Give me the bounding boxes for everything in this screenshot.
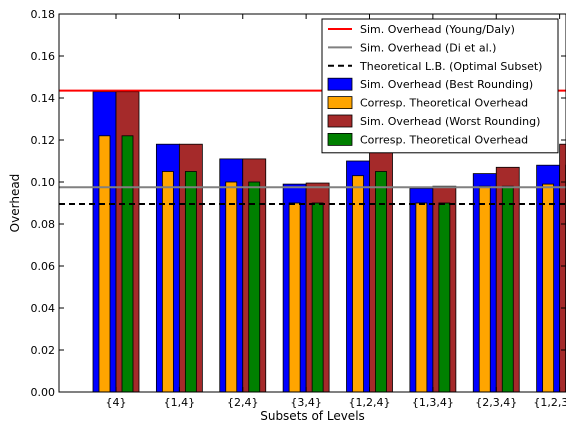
bar-2-5 xyxy=(415,202,428,393)
bar-3-7 xyxy=(559,143,566,393)
legend-label-2: Theoretical L.B. (Optimal Subset) xyxy=(359,60,542,73)
legend-label-4: Corresp. Theoretical Overhead xyxy=(360,97,528,110)
legend-swatch-4 xyxy=(327,96,353,109)
y-tick-label-7: 0.14 xyxy=(31,92,56,105)
legend-swatch-6 xyxy=(327,132,353,146)
bar-2-4 xyxy=(352,175,364,393)
plot-frame xyxy=(58,13,566,393)
y-tick-label-0: 0.00 xyxy=(31,386,56,399)
x-tick-label-2: {2,4} xyxy=(227,396,259,409)
x-tick-label-7: {1,2,3,4} xyxy=(533,396,566,409)
bar-2-7 xyxy=(542,183,555,393)
y-tick-label-1: 0.02 xyxy=(31,344,56,357)
x-tick-label-0: {4} xyxy=(106,396,127,409)
bar-group xyxy=(92,91,566,393)
bar-4-5 xyxy=(438,202,451,393)
x-tick-label-4: {1,2,4} xyxy=(349,396,391,409)
legend-swatch-5 xyxy=(327,114,353,128)
legend-label-0: Sim. Overhead (Young/Daly) xyxy=(360,23,515,36)
x-tick-label-3: {3,4} xyxy=(290,396,322,409)
legend-box xyxy=(321,18,559,154)
y-tick-label-4: 0.08 xyxy=(31,218,56,231)
y-tick-label-9: 0.18 xyxy=(31,8,56,21)
y-tick-label-5: 0.10 xyxy=(31,176,56,189)
y-tick-label-3: 0.06 xyxy=(31,260,56,273)
y-axis-label: Overhead xyxy=(8,174,22,233)
x-tick-label-1: {1,4} xyxy=(164,396,196,409)
y-axis: 0.00 0.02 0.04 0.06 0.08 0.10 0.12 0.14 0.16 0.18 xyxy=(31,8,566,399)
legend: Sim. Overhead (Young/Daly) Sim. Overhead … xyxy=(321,18,559,154)
bar-4-0 xyxy=(121,135,134,393)
bar-2-0 xyxy=(98,135,111,393)
bar-4-3 xyxy=(311,202,324,393)
legend-label-6: Corresp. Theoretical Overhead xyxy=(360,133,528,146)
y-tick-label-8: 0.16 xyxy=(31,50,56,63)
bar-2-2 xyxy=(225,181,238,393)
x-tick-label-5: {1,3,4} xyxy=(412,396,454,409)
bar-4-6 xyxy=(501,185,514,393)
x-axis-label: Subsets of Levels xyxy=(260,409,365,423)
legend-swatch-3 xyxy=(327,77,353,91)
legend-label-5: Sim. Overhead (Worst Rounding) xyxy=(360,115,540,128)
bar-2-3 xyxy=(288,202,301,393)
bar-2-6 xyxy=(478,185,491,393)
x-tick-label-6: {2,3,4} xyxy=(475,396,517,409)
x-axis: {4} {1,4} {2,4} {3,4} {1,2,4} {1,3,4} {2,3,4} {… xyxy=(106,14,566,409)
y-tick-label-2: 0.04 xyxy=(31,302,56,315)
y-tick-label-6: 0.12 xyxy=(31,134,56,147)
bar-4-2 xyxy=(248,181,261,393)
legend-label-3: Sim. Overhead (Best Rounding) xyxy=(360,78,533,91)
legend-label-1: Sim. Overhead (Di et al.) xyxy=(360,41,496,54)
